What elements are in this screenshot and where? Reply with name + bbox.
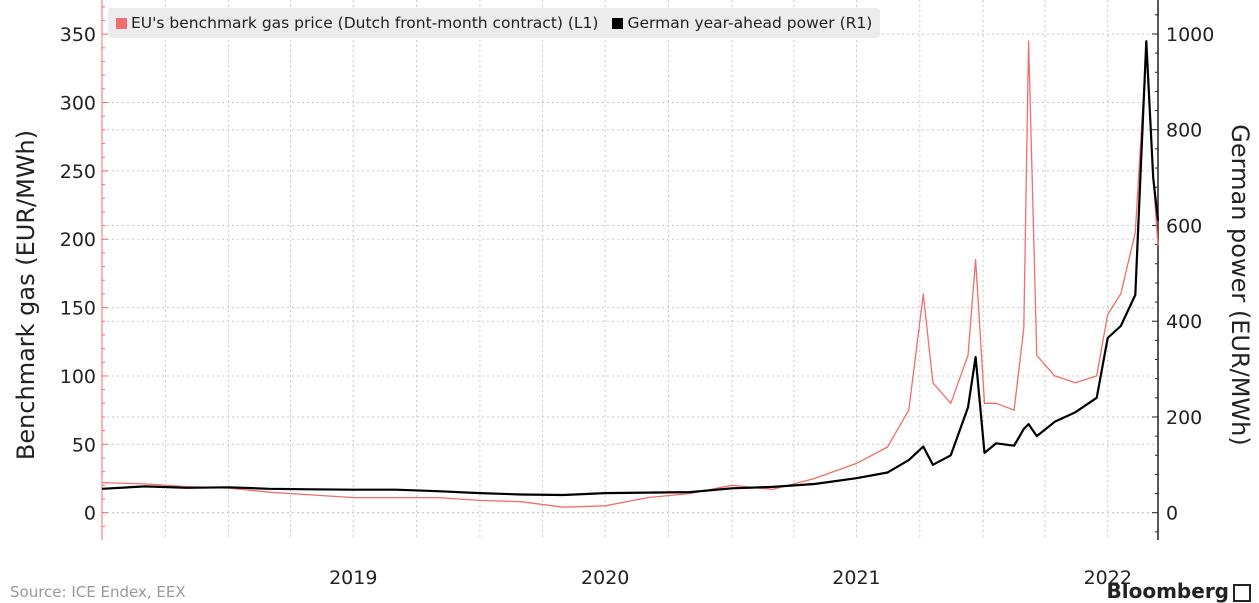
y-right-tick-label: 1000 xyxy=(1166,24,1214,46)
legend-label-power: German year-ahead power (R1) xyxy=(627,14,873,32)
y-left-tick-label: 0 xyxy=(84,503,96,525)
chart-legend: EU's benchmark gas price (Dutch front-mo… xyxy=(108,8,881,38)
y-right-tick-label: 400 xyxy=(1166,311,1202,333)
legend-item-power: German year-ahead power (R1) xyxy=(612,14,872,32)
series-line-gas xyxy=(101,40,1159,508)
x-tick-label: 2021 xyxy=(832,567,880,589)
y-left-tick-label: 300 xyxy=(60,93,96,115)
legend-item-gas: EU's benchmark gas price (Dutch front-mo… xyxy=(116,14,598,32)
y-right-axis-label: German power (EUR/MWh) xyxy=(1226,124,1254,445)
gas-swatch-icon xyxy=(116,17,127,29)
y-left-tick-label: 350 xyxy=(60,24,96,46)
x-tick-label: 2020 xyxy=(581,567,629,589)
y-left-axis-label: Benchmark gas (EUR/MWh) xyxy=(12,130,40,460)
x-tick-label: 2019 xyxy=(329,567,377,589)
brand-text: Bloomberg xyxy=(1106,579,1229,603)
y-right-tick-label: 0 xyxy=(1166,503,1178,525)
power-swatch-icon xyxy=(612,17,624,29)
y-right-tick-label: 600 xyxy=(1166,215,1202,237)
y-left-tick-label: 100 xyxy=(60,366,96,388)
logo-square-icon xyxy=(1233,583,1251,602)
y-left-tick-label: 50 xyxy=(72,434,96,456)
legend-label-gas: EU's benchmark gas price (Dutch front-mo… xyxy=(131,14,599,32)
y-right-tick-label: 800 xyxy=(1166,120,1202,142)
source-note: Source: ICE Endex, EEX xyxy=(10,583,186,601)
y-left-tick-label: 150 xyxy=(60,298,96,320)
bloomberg-logo: Bloomberg xyxy=(1107,579,1251,603)
y-right-tick-label: 200 xyxy=(1166,407,1202,429)
x-tick-label: 2022 xyxy=(1084,567,1132,589)
series-line-power xyxy=(101,40,1160,497)
y-left-tick-label: 250 xyxy=(60,161,96,183)
y-left-tick-label: 200 xyxy=(60,229,96,251)
